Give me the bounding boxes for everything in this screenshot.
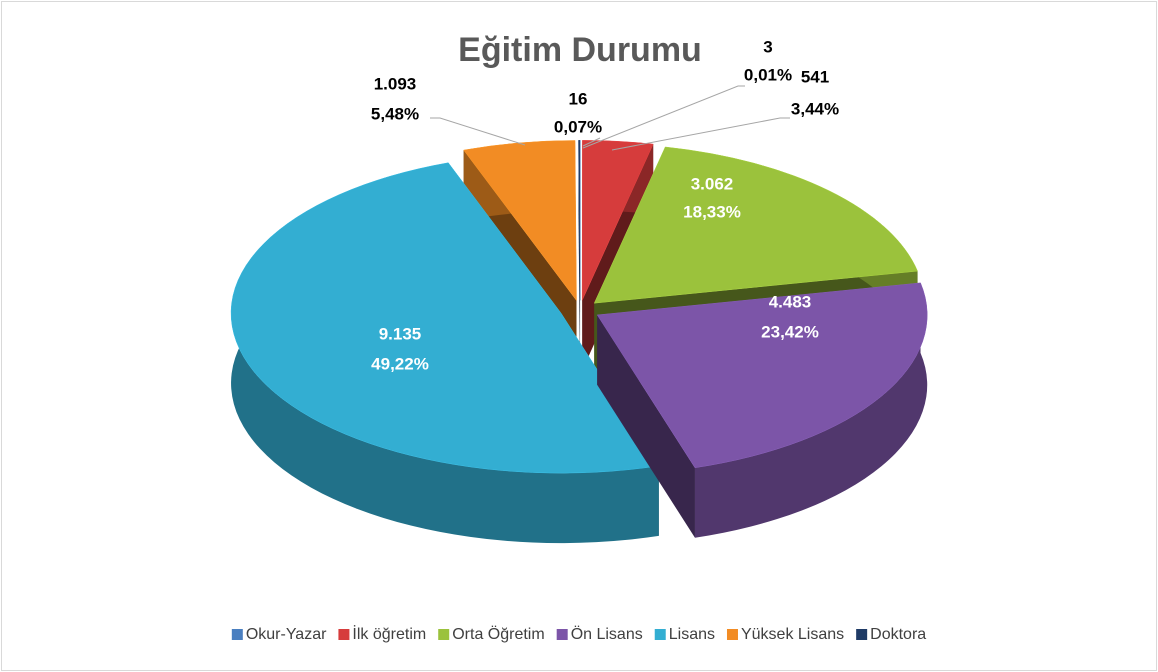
data-label: 1.093 [374, 74, 417, 93]
slice-side [597, 314, 695, 538]
legend-swatch [726, 629, 738, 640]
data-label: 541 [801, 67, 829, 86]
leader-line [582, 137, 601, 147]
data-label: 0,01% [744, 65, 792, 84]
chart-title: Eğitim Durumu [458, 31, 702, 69]
legend-label: Doktora [870, 626, 926, 643]
slice-top [593, 146, 918, 304]
slice-top [578, 140, 581, 301]
data-label: 23,42% [761, 322, 819, 341]
legend-swatch [654, 629, 666, 640]
data-label: 9.135 [379, 324, 422, 343]
slice-top [581, 140, 654, 301]
legend-label: Ön Lisans [571, 625, 643, 643]
legend-swatch [856, 629, 868, 640]
data-label: 16 [569, 89, 588, 108]
data-label: 3.062 [691, 174, 734, 193]
data-label: 3 [763, 37, 772, 56]
pie-slice [596, 282, 928, 538]
legend: Okur-Yazar İlk öğretim Orta Öğretim Ön Lisa… [231, 624, 926, 643]
leader-line [611, 117, 790, 151]
slice-top [596, 282, 928, 469]
legend-swatch [438, 629, 450, 640]
legend-swatch [556, 629, 568, 640]
legend-label: Orta Öğretim [452, 625, 544, 643]
slice-top [230, 162, 660, 474]
legend-label: İlk öğretim [352, 624, 426, 643]
leader-line [430, 117, 526, 146]
data-label: 5,48% [371, 104, 419, 123]
data-label: 49,22% [371, 354, 429, 373]
pie-slice [230, 162, 660, 544]
legend-label: Lisans [669, 626, 715, 643]
pie-slice [578, 140, 581, 371]
data-label: 0,07% [554, 117, 602, 136]
data-label: 4.483 [769, 292, 812, 311]
slice-wall [694, 282, 928, 538]
data-label: 18,33% [683, 202, 741, 221]
legend-label: Okur-Yazar [246, 626, 327, 643]
data-label: 3,44% [791, 99, 839, 118]
legend-swatch [338, 629, 350, 640]
legend-label: Yüksek Lisans [741, 626, 844, 643]
legend-swatch [231, 629, 243, 640]
leader-line [582, 85, 745, 149]
